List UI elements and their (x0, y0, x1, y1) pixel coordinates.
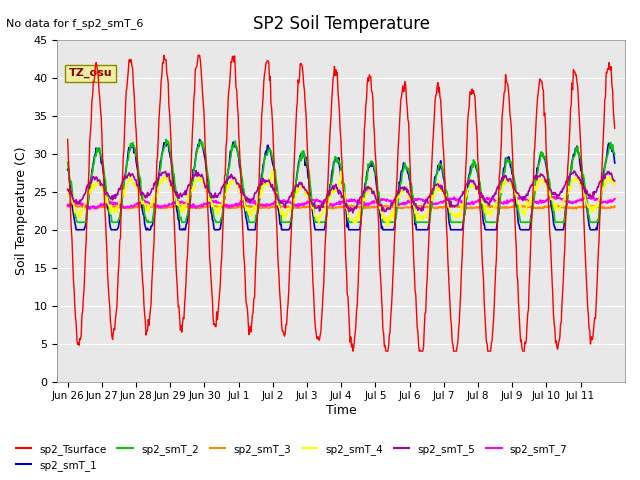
Text: TZ_osu: TZ_osu (68, 68, 113, 78)
Y-axis label: Soil Temperature (C): Soil Temperature (C) (15, 146, 28, 275)
X-axis label: Time: Time (326, 404, 356, 417)
Title: SP2 Soil Temperature: SP2 Soil Temperature (253, 15, 429, 33)
Text: No data for f_sp2_smT_6: No data for f_sp2_smT_6 (6, 18, 144, 29)
Legend: sp2_Tsurface, sp2_smT_1, sp2_smT_2, sp2_smT_3, sp2_smT_4, sp2_smT_5, sp2_smT_7: sp2_Tsurface, sp2_smT_1, sp2_smT_2, sp2_… (12, 439, 572, 475)
